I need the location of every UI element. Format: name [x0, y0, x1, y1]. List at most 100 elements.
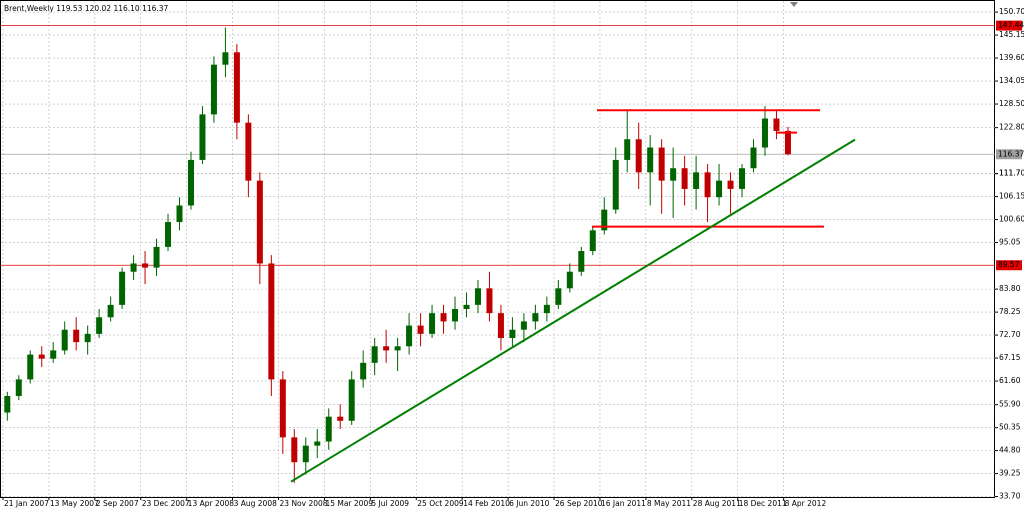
- y-tick-label: 50.35: [999, 423, 1021, 432]
- y-tick-label: 145.15: [999, 30, 1024, 39]
- y-tick-label: 111.7: [999, 169, 1021, 178]
- candle-body: [784, 130, 791, 155]
- candle-body: [4, 395, 11, 413]
- candle-body: [360, 362, 367, 380]
- candle-body: [727, 180, 734, 189]
- x-tick-label: 16 Jan 2011: [601, 499, 646, 508]
- candle-body: [739, 168, 746, 189]
- y-tick-label: 100.60: [999, 215, 1024, 224]
- chart-title: Brent,Weekly 119.53 120.02 116.10 116.37: [4, 4, 169, 13]
- candle-body: [291, 437, 298, 463]
- y-tick-label: 72.70: [999, 330, 1021, 339]
- y-tick-label: 139.60: [999, 53, 1024, 62]
- y-tick-label: 83.80: [999, 284, 1021, 293]
- y-tick-label: 78.25: [999, 307, 1021, 316]
- candle-body: [555, 288, 562, 305]
- shift-marker: [790, 2, 798, 7]
- candle-body: [50, 350, 57, 359]
- y-tick-label: 150.70: [999, 7, 1024, 16]
- x-tick-label: 3 Aug 2008: [234, 499, 277, 508]
- x-tick-label: 21 Jan 2007: [4, 499, 49, 508]
- candle-body: [773, 118, 780, 131]
- candle-body: [73, 329, 80, 343]
- level-label: 89.57: [998, 260, 1020, 269]
- y-tick-label: 122.80: [999, 123, 1024, 132]
- y-tick-label: 128.50: [999, 99, 1024, 108]
- candle-body: [566, 271, 573, 289]
- candle-body: [658, 147, 665, 181]
- candle-body: [486, 288, 493, 314]
- x-tick-label: 13 Apr 2008: [188, 499, 235, 508]
- candle-body: [463, 304, 470, 310]
- candle-body: [153, 246, 160, 268]
- candle-body: [761, 118, 768, 148]
- drawn-line: [290, 138, 856, 483]
- candle-body: [716, 180, 723, 198]
- y-tick-label: 55.90: [999, 400, 1021, 409]
- level-label: 116.37: [998, 149, 1024, 158]
- candle-body: [222, 52, 229, 65]
- x-tick-label: 28 Aug 2011: [693, 499, 741, 508]
- candle-body: [497, 313, 504, 338]
- y-tick-label: 106.15: [999, 192, 1024, 201]
- candle-body: [176, 205, 183, 223]
- x-tick-label: 13 May 2007: [50, 499, 99, 508]
- candle-body: [165, 222, 172, 247]
- x-tick-label: 2 Sep 2007: [96, 499, 139, 508]
- candle-body: [429, 313, 436, 334]
- candle-body: [509, 329, 516, 338]
- x-tick-label: 26 Sep 2010: [555, 499, 603, 508]
- y-tick-label: 39.25: [999, 469, 1021, 478]
- level-tag: [996, 149, 1022, 160]
- candle-body: [394, 346, 401, 351]
- level-tag: [996, 20, 1022, 31]
- candle-body: [96, 317, 103, 334]
- x-tick-label: 8 Apr 2012: [785, 499, 827, 508]
- candle-body: [210, 64, 217, 115]
- candle-body: [532, 313, 539, 322]
- x-tick-label: 5 Jul 2009: [371, 499, 409, 508]
- level-tag: [996, 260, 1022, 271]
- candle-body: [15, 379, 22, 396]
- candle-body: [520, 321, 527, 330]
- candle-body: [647, 147, 654, 173]
- y-tick-label: 33.70: [999, 492, 1021, 501]
- candle-body: [314, 441, 321, 446]
- level-label: 147.44: [998, 21, 1024, 30]
- candle-body: [601, 209, 608, 231]
- candle-body: [337, 416, 344, 421]
- candle-body: [107, 304, 114, 318]
- candle-body: [348, 379, 355, 421]
- x-tick-label: 25 Oct 2009: [417, 499, 464, 508]
- candle-body: [325, 416, 332, 442]
- candle-body: [84, 333, 91, 343]
- x-tick-label: 8 May 2011: [647, 499, 691, 508]
- candle-body: [693, 172, 700, 189]
- candle-body: [681, 168, 688, 189]
- candle-body: [199, 114, 206, 160]
- candle-body: [704, 172, 711, 198]
- candle-body: [38, 354, 45, 359]
- candle-body: [474, 288, 481, 305]
- candle-body: [245, 122, 252, 181]
- candle-body: [383, 346, 390, 351]
- candle-body: [61, 329, 68, 351]
- candle-body: [406, 325, 413, 347]
- candle-body: [612, 159, 619, 210]
- candle-body: [119, 271, 126, 305]
- candle-body: [256, 180, 263, 264]
- candle-body: [589, 230, 596, 252]
- candle-body: [130, 263, 137, 272]
- x-tick-label: 18 Dec 2011: [739, 499, 787, 508]
- y-tick-label: 61.60: [999, 376, 1021, 385]
- candle-body: [371, 346, 378, 363]
- x-tick-label: 14 Feb 2010: [463, 499, 510, 508]
- y-tick-label: 111.70: [999, 169, 1024, 178]
- y-tick-label: 134.05: [999, 76, 1024, 85]
- y-tick-label: 67.15: [999, 353, 1021, 362]
- candle-body: [27, 354, 34, 380]
- candle-body: [452, 309, 459, 322]
- x-tick-label: 23 Nov 2008: [280, 499, 328, 508]
- candle-body: [578, 251, 585, 272]
- candle-body: [302, 445, 309, 463]
